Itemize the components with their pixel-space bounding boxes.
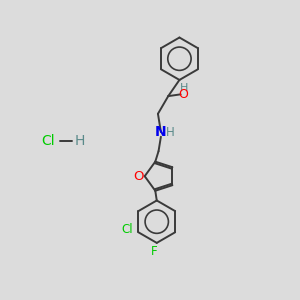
Text: F: F: [151, 244, 157, 258]
Text: O: O: [133, 170, 143, 183]
Text: H: H: [166, 126, 175, 139]
Text: O: O: [178, 88, 188, 101]
Text: Cl: Cl: [42, 134, 55, 148]
Text: H: H: [179, 83, 188, 93]
Text: Cl: Cl: [122, 224, 133, 236]
Text: N: N: [155, 125, 167, 139]
Text: H: H: [74, 134, 85, 148]
